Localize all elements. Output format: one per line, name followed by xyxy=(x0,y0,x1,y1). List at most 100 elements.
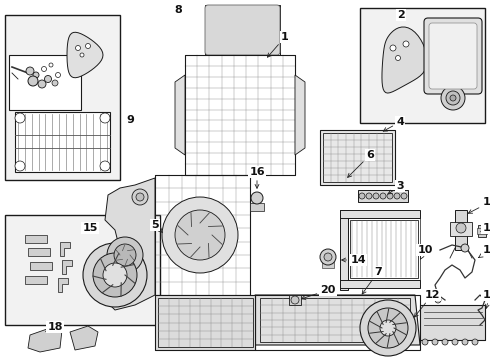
Polygon shape xyxy=(250,295,420,345)
Circle shape xyxy=(114,244,136,266)
Circle shape xyxy=(320,249,336,265)
Bar xyxy=(5,15,120,180)
Bar xyxy=(255,295,420,350)
Bar xyxy=(250,203,264,211)
Bar xyxy=(5,215,160,325)
Circle shape xyxy=(403,41,409,47)
Text: 5: 5 xyxy=(151,220,162,232)
Circle shape xyxy=(368,308,408,348)
Circle shape xyxy=(373,193,379,199)
Text: 6: 6 xyxy=(347,150,374,177)
Polygon shape xyxy=(155,295,255,350)
Text: 16: 16 xyxy=(249,167,265,188)
Bar xyxy=(185,55,295,175)
Circle shape xyxy=(446,91,460,105)
Polygon shape xyxy=(175,75,185,155)
Circle shape xyxy=(450,95,456,101)
Text: 17: 17 xyxy=(481,223,490,233)
Circle shape xyxy=(80,53,84,57)
Polygon shape xyxy=(60,242,70,256)
FancyBboxPatch shape xyxy=(205,5,280,55)
Text: 9: 9 xyxy=(126,115,134,125)
Circle shape xyxy=(26,67,34,75)
Circle shape xyxy=(52,80,58,86)
Circle shape xyxy=(442,339,448,345)
Polygon shape xyxy=(295,75,305,155)
Text: 8: 8 xyxy=(174,5,182,15)
Polygon shape xyxy=(28,328,62,352)
Text: 11: 11 xyxy=(468,197,490,213)
Circle shape xyxy=(452,339,458,345)
Circle shape xyxy=(401,193,407,199)
Bar xyxy=(260,298,410,342)
FancyBboxPatch shape xyxy=(424,18,482,94)
Circle shape xyxy=(472,339,478,345)
Bar xyxy=(340,280,420,288)
Polygon shape xyxy=(58,278,68,292)
Text: 13: 13 xyxy=(482,290,490,309)
Circle shape xyxy=(395,55,400,60)
Bar xyxy=(320,130,395,185)
Bar xyxy=(340,210,348,290)
Bar xyxy=(205,5,280,55)
Bar xyxy=(25,235,47,243)
Text: 14: 14 xyxy=(342,255,366,265)
Bar xyxy=(455,210,467,250)
Circle shape xyxy=(136,193,144,201)
Circle shape xyxy=(132,189,148,205)
Bar xyxy=(478,225,486,237)
Circle shape xyxy=(435,297,441,303)
Text: 4: 4 xyxy=(383,117,404,131)
Bar xyxy=(289,295,301,305)
Circle shape xyxy=(456,223,466,233)
Text: 18: 18 xyxy=(46,322,63,332)
Text: 3: 3 xyxy=(388,181,404,194)
Circle shape xyxy=(93,253,137,297)
Circle shape xyxy=(380,320,396,336)
Circle shape xyxy=(103,263,127,287)
Text: 10: 10 xyxy=(417,245,433,259)
Bar xyxy=(9,55,81,110)
Bar xyxy=(185,55,295,175)
Bar xyxy=(158,298,253,347)
Circle shape xyxy=(360,300,416,356)
Circle shape xyxy=(441,86,465,110)
Circle shape xyxy=(15,113,25,123)
Bar xyxy=(477,228,487,234)
Circle shape xyxy=(291,296,299,304)
Circle shape xyxy=(462,339,468,345)
Bar xyxy=(322,262,334,268)
Circle shape xyxy=(324,253,332,261)
Circle shape xyxy=(83,243,147,307)
Circle shape xyxy=(394,193,400,199)
Bar xyxy=(155,175,250,295)
Circle shape xyxy=(33,72,39,78)
Circle shape xyxy=(359,193,365,199)
Circle shape xyxy=(100,161,110,171)
Circle shape xyxy=(387,193,393,199)
Text: 20: 20 xyxy=(301,285,336,300)
Bar xyxy=(15,112,110,172)
Text: 12: 12 xyxy=(415,290,440,317)
Circle shape xyxy=(175,210,225,260)
Circle shape xyxy=(45,76,51,82)
Circle shape xyxy=(251,192,263,204)
Bar xyxy=(155,295,255,350)
Text: 19: 19 xyxy=(479,245,490,257)
Bar xyxy=(155,175,250,295)
FancyBboxPatch shape xyxy=(429,23,477,89)
Text: 15: 15 xyxy=(82,223,98,233)
Polygon shape xyxy=(100,178,155,310)
Circle shape xyxy=(162,197,238,273)
Text: 7: 7 xyxy=(362,267,382,294)
Text: 2: 2 xyxy=(397,10,405,20)
Bar xyxy=(420,305,485,340)
Circle shape xyxy=(461,244,469,252)
Bar xyxy=(323,133,392,182)
Circle shape xyxy=(100,113,110,123)
Polygon shape xyxy=(67,32,103,78)
Bar xyxy=(360,8,485,123)
Bar xyxy=(25,276,47,284)
Bar xyxy=(348,218,420,280)
Bar xyxy=(30,262,52,270)
